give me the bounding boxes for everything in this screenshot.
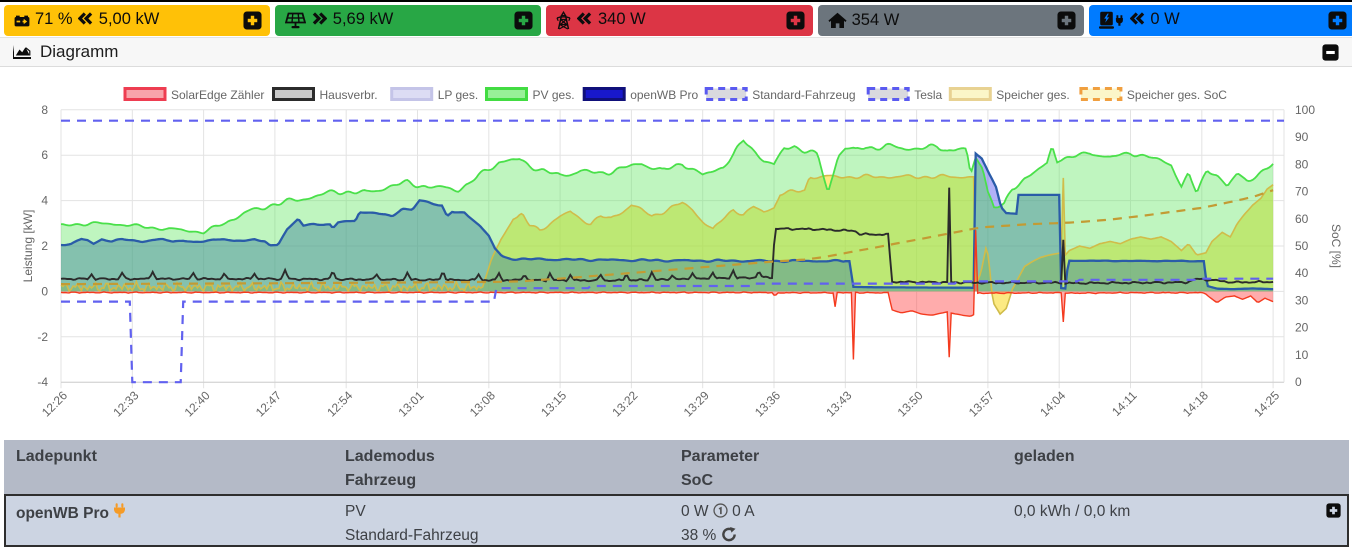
svg-text:60: 60 (1295, 212, 1309, 226)
svg-text:13:43: 13:43 (823, 388, 854, 419)
svg-text:13:08: 13:08 (467, 388, 498, 419)
svg-text:openWB Pro: openWB Pro (630, 88, 698, 102)
svg-text:70: 70 (1295, 185, 1309, 199)
svg-text:Speicher ges. SoC: Speicher ges. SoC (1127, 88, 1227, 102)
svg-text:6: 6 (41, 148, 48, 162)
svg-text:SolarEdge Zähler: SolarEdge Zähler (171, 88, 264, 102)
svg-text:8: 8 (41, 103, 48, 117)
svg-text:90: 90 (1295, 130, 1309, 144)
svg-text:12:47: 12:47 (253, 388, 284, 419)
svg-text:13:01: 13:01 (395, 388, 426, 419)
svg-text:Tesla: Tesla (914, 88, 942, 102)
svg-text:12:26: 12:26 (39, 388, 70, 419)
svg-text:-4: -4 (37, 375, 48, 389)
svg-text:12:33: 12:33 (110, 388, 141, 419)
svg-text:13:57: 13:57 (966, 388, 997, 419)
svg-text:40: 40 (1295, 266, 1309, 280)
svg-text:20: 20 (1295, 321, 1309, 335)
svg-text:13:29: 13:29 (681, 388, 712, 419)
svg-text:0: 0 (1295, 375, 1302, 389)
svg-text:14:11: 14:11 (1109, 388, 1140, 419)
svg-text:4: 4 (41, 194, 48, 208)
svg-text:Speicher ges.: Speicher ges. (996, 88, 1069, 102)
svg-text:12:54: 12:54 (324, 388, 355, 419)
svg-text:30: 30 (1295, 294, 1309, 308)
svg-text:Hausverbr.: Hausverbr. (320, 88, 378, 102)
svg-text:13:15: 13:15 (538, 388, 569, 419)
svg-text:14:04: 14:04 (1037, 388, 1068, 419)
svg-text:50: 50 (1295, 239, 1309, 253)
svg-text:PV ges.: PV ges. (533, 88, 575, 102)
svg-text:14:25: 14:25 (1251, 388, 1282, 419)
svg-text:2: 2 (41, 239, 48, 253)
svg-text:SoC [%]: SoC [%] (1329, 224, 1343, 268)
svg-text:12:40: 12:40 (182, 388, 213, 419)
svg-text:80: 80 (1295, 157, 1309, 171)
svg-text:LP ges.: LP ges. (438, 88, 478, 102)
svg-text:0: 0 (41, 284, 48, 298)
svg-text:Leistung [kW]: Leistung [kW] (21, 210, 35, 283)
svg-text:Standard-Fahrzeug: Standard-Fahrzeug (752, 88, 855, 102)
svg-text:13:50: 13:50 (895, 388, 926, 419)
svg-text:13:36: 13:36 (752, 388, 783, 419)
svg-text:-2: -2 (37, 330, 48, 344)
svg-text:13:22: 13:22 (609, 388, 640, 419)
svg-text:100: 100 (1295, 103, 1315, 117)
svg-text:10: 10 (1295, 348, 1309, 362)
svg-text:14:18: 14:18 (1180, 388, 1211, 419)
